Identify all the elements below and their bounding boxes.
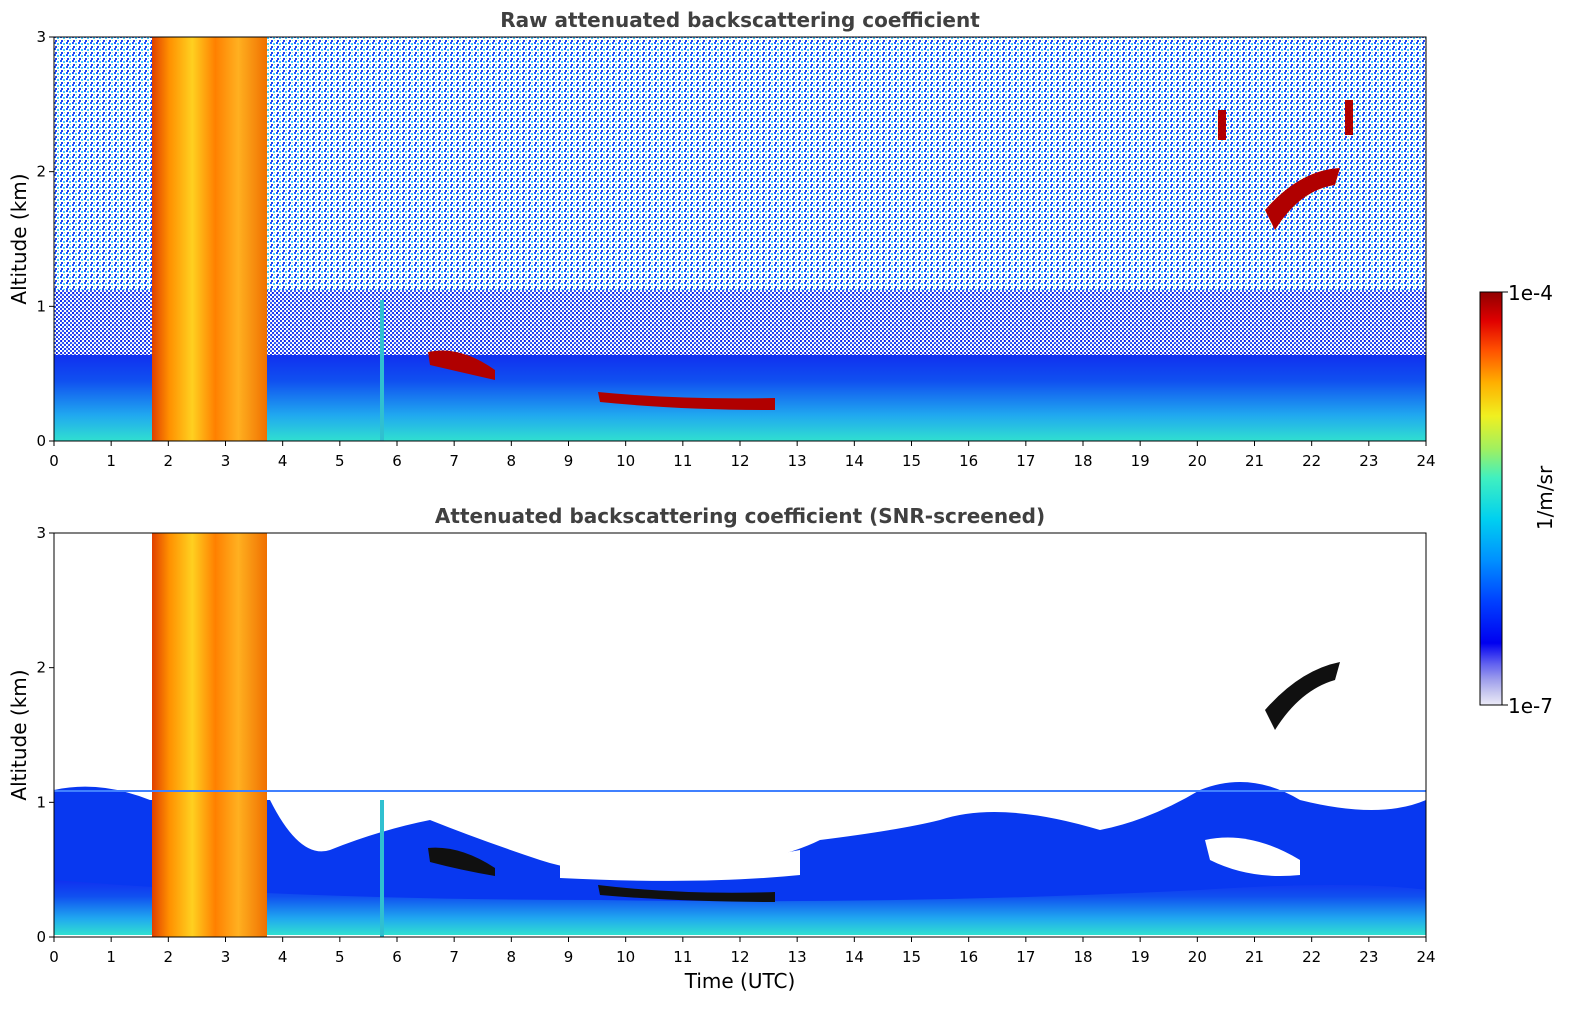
x-tick-label: 23 [1359, 948, 1378, 966]
colorbar-max-label: 1e-4 [1508, 281, 1553, 305]
x-tick-label: 11 [673, 452, 692, 470]
x-tick-label: 17 [1016, 452, 1035, 470]
y-tick-label: 1 [36, 793, 46, 811]
x-tick-label: 22 [1302, 948, 1321, 966]
x-tick-label: 22 [1302, 452, 1321, 470]
x-tick-label: 6 [392, 452, 402, 470]
x-tick-label: 16 [959, 948, 978, 966]
x-tick-label: 10 [616, 948, 635, 966]
panel-raw: Raw attenuated backscattering coefficien… [7, 8, 1436, 470]
colorbar-gradient [1479, 291, 1503, 706]
x-tick-label: 7 [449, 452, 459, 470]
x-tick-label: 17 [1016, 948, 1035, 966]
y-tick-label: 2 [36, 659, 46, 677]
x-tick-label: 6 [392, 948, 402, 966]
x-tick-label: 0 [49, 948, 59, 966]
y-tick-label: 0 [36, 928, 46, 946]
x-tick-label: 21 [1245, 948, 1264, 966]
colorbar-min-label: 1e-7 [1508, 694, 1553, 718]
x-tick-label: 20 [1188, 452, 1207, 470]
x-tick-label: 16 [959, 452, 978, 470]
x-tick-label: 12 [730, 948, 749, 966]
x-tick-label: 19 [1131, 452, 1150, 470]
heatmap-screened [54, 533, 1426, 937]
y-tick-label: 3 [36, 524, 46, 542]
x-tick-label: 13 [788, 452, 807, 470]
panel-screened: Attenuated backscattering coefficient (S… [7, 504, 1436, 993]
x-tick-label: 14 [845, 452, 864, 470]
x-tick-label: 12 [730, 452, 749, 470]
x-tick-label: 1 [106, 948, 116, 966]
x-ticks-2: 0 1 2 3 4 5 6 7 8 9 10 11 12 13 14 15 16 17 18 19 20 21 22 23 24 [49, 937, 1436, 966]
x-tick-label: 0 [49, 452, 59, 470]
x-tick-label: 23 [1359, 452, 1378, 470]
dust-plume [152, 37, 267, 441]
x-tick-label: 15 [902, 452, 921, 470]
x-tick-label: 7 [449, 948, 459, 966]
x-tick-label: 18 [1073, 948, 1092, 966]
y-tick-label: 2 [36, 163, 46, 181]
x-tick-label: 24 [1416, 948, 1435, 966]
x-tick-label: 4 [278, 948, 288, 966]
x-tick-label: 10 [616, 452, 635, 470]
y-ticks-2: 0 1 2 3 [36, 524, 54, 946]
colorbar-unit-label: 1/m/sr [1533, 465, 1557, 530]
y-tick-label: 0 [36, 432, 46, 450]
x-tick-label: 14 [845, 948, 864, 966]
x-tick-label: 11 [673, 948, 692, 966]
y-axis-label-1: Altitude (km) [7, 173, 31, 304]
panel-1-title: Raw attenuated backscattering coefficien… [500, 8, 980, 32]
y-axis-label-2: Altitude (km) [7, 669, 31, 800]
x-tick-label: 3 [221, 452, 231, 470]
y-tick-label: 1 [36, 297, 46, 315]
dust-plume-screened [152, 533, 267, 937]
y-tick-label: 3 [36, 28, 46, 46]
y-ticks-1: 0 1 2 3 [36, 28, 54, 450]
x-tick-label: 21 [1245, 452, 1264, 470]
x-tick-label: 4 [278, 452, 288, 470]
x-tick-label: 9 [564, 948, 574, 966]
x-ticks-1: 0 1 2 3 4 5 6 7 8 9 10 11 12 13 14 15 16 17 18 19 20 21 22 23 24 [49, 441, 1436, 470]
x-tick-label: 24 [1416, 452, 1435, 470]
x-tick-label: 8 [507, 948, 517, 966]
x-tick-label: 9 [564, 452, 574, 470]
x-tick-label: 15 [902, 948, 921, 966]
x-tick-label: 13 [788, 948, 807, 966]
x-tick-label: 3 [221, 948, 231, 966]
x-tick-label: 18 [1073, 452, 1092, 470]
x-tick-label: 5 [335, 452, 345, 470]
x-axis-label: Time (UTC) [684, 969, 796, 993]
x-tick-label: 19 [1131, 948, 1150, 966]
x-tick-label: 1 [106, 452, 116, 470]
x-tick-label: 8 [507, 452, 517, 470]
panel-2-title: Attenuated backscattering coefficient (S… [435, 504, 1045, 528]
x-tick-label: 20 [1188, 948, 1207, 966]
heatmap-raw [54, 37, 1426, 441]
colorbar: 1e-4 1e-7 1/m/sr [1479, 281, 1557, 718]
x-tick-label: 2 [164, 948, 174, 966]
x-tick-label: 2 [164, 452, 174, 470]
x-tick-label: 5 [335, 948, 345, 966]
